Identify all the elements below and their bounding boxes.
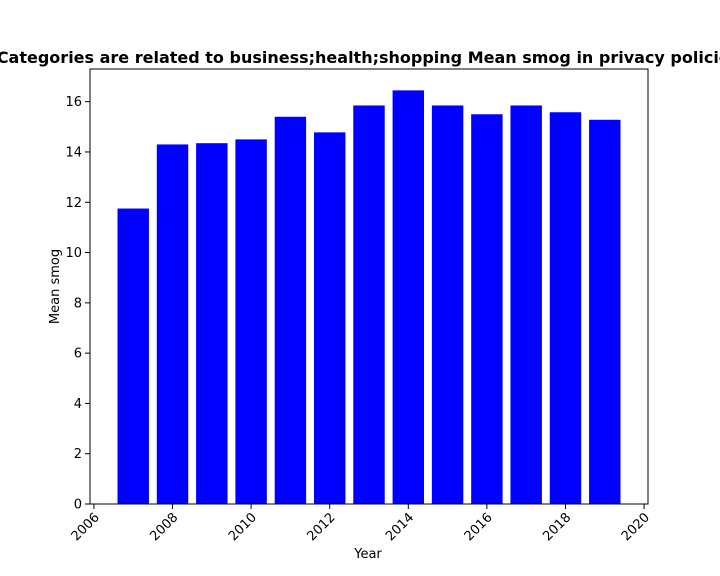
bar-2010: [235, 139, 267, 504]
y-tick-label: 0: [74, 498, 82, 513]
bar-2019: [589, 119, 621, 504]
bar-2017: [510, 105, 542, 505]
bar-2018: [549, 112, 582, 504]
x-axis-label: Year: [353, 547, 382, 562]
x-tick-label: 2014: [383, 510, 417, 544]
chart-title: Categories are related to business;healt…: [0, 48, 720, 67]
y-axis-label: Mean smog: [48, 249, 63, 324]
x-tick-label: 2016: [462, 510, 496, 544]
y-tick-label: 12: [65, 196, 82, 211]
bar-2008: [156, 144, 189, 504]
x-tick-label: 2008: [147, 510, 181, 544]
y-tick-label: 14: [65, 145, 82, 160]
plot-area-frame: [89, 68, 649, 505]
bar-2011: [274, 116, 307, 505]
x-tick-label: 2010: [226, 510, 260, 544]
x-tick-label: 2012: [305, 510, 339, 544]
bar-2007: [117, 208, 149, 505]
bar-2013: [353, 105, 385, 505]
y-tick-label: 2: [74, 447, 82, 462]
x-tick-label: 2006: [69, 510, 103, 544]
y-tick-label: 8: [74, 296, 82, 311]
bar-2014: [392, 90, 425, 505]
y-tick-label: 16: [65, 95, 82, 110]
y-tick-label: 10: [65, 246, 82, 261]
y-tick-label: 6: [74, 347, 82, 362]
bar-2015: [431, 105, 464, 505]
x-tick-label: 2020: [619, 510, 653, 544]
y-tick-label: 4: [74, 397, 82, 412]
bar-2016: [471, 114, 503, 504]
x-axis-ticks: 2006 2008 2010 2012 2014 2016 2018 2020: [69, 504, 653, 544]
y-axis-ticks: 0 2 4 6 8 10 12 14 16: [65, 95, 90, 513]
bars-group: [117, 90, 621, 505]
bar-2012: [313, 132, 346, 505]
bar-2009: [196, 143, 228, 504]
x-tick-label: 2018: [540, 510, 574, 544]
